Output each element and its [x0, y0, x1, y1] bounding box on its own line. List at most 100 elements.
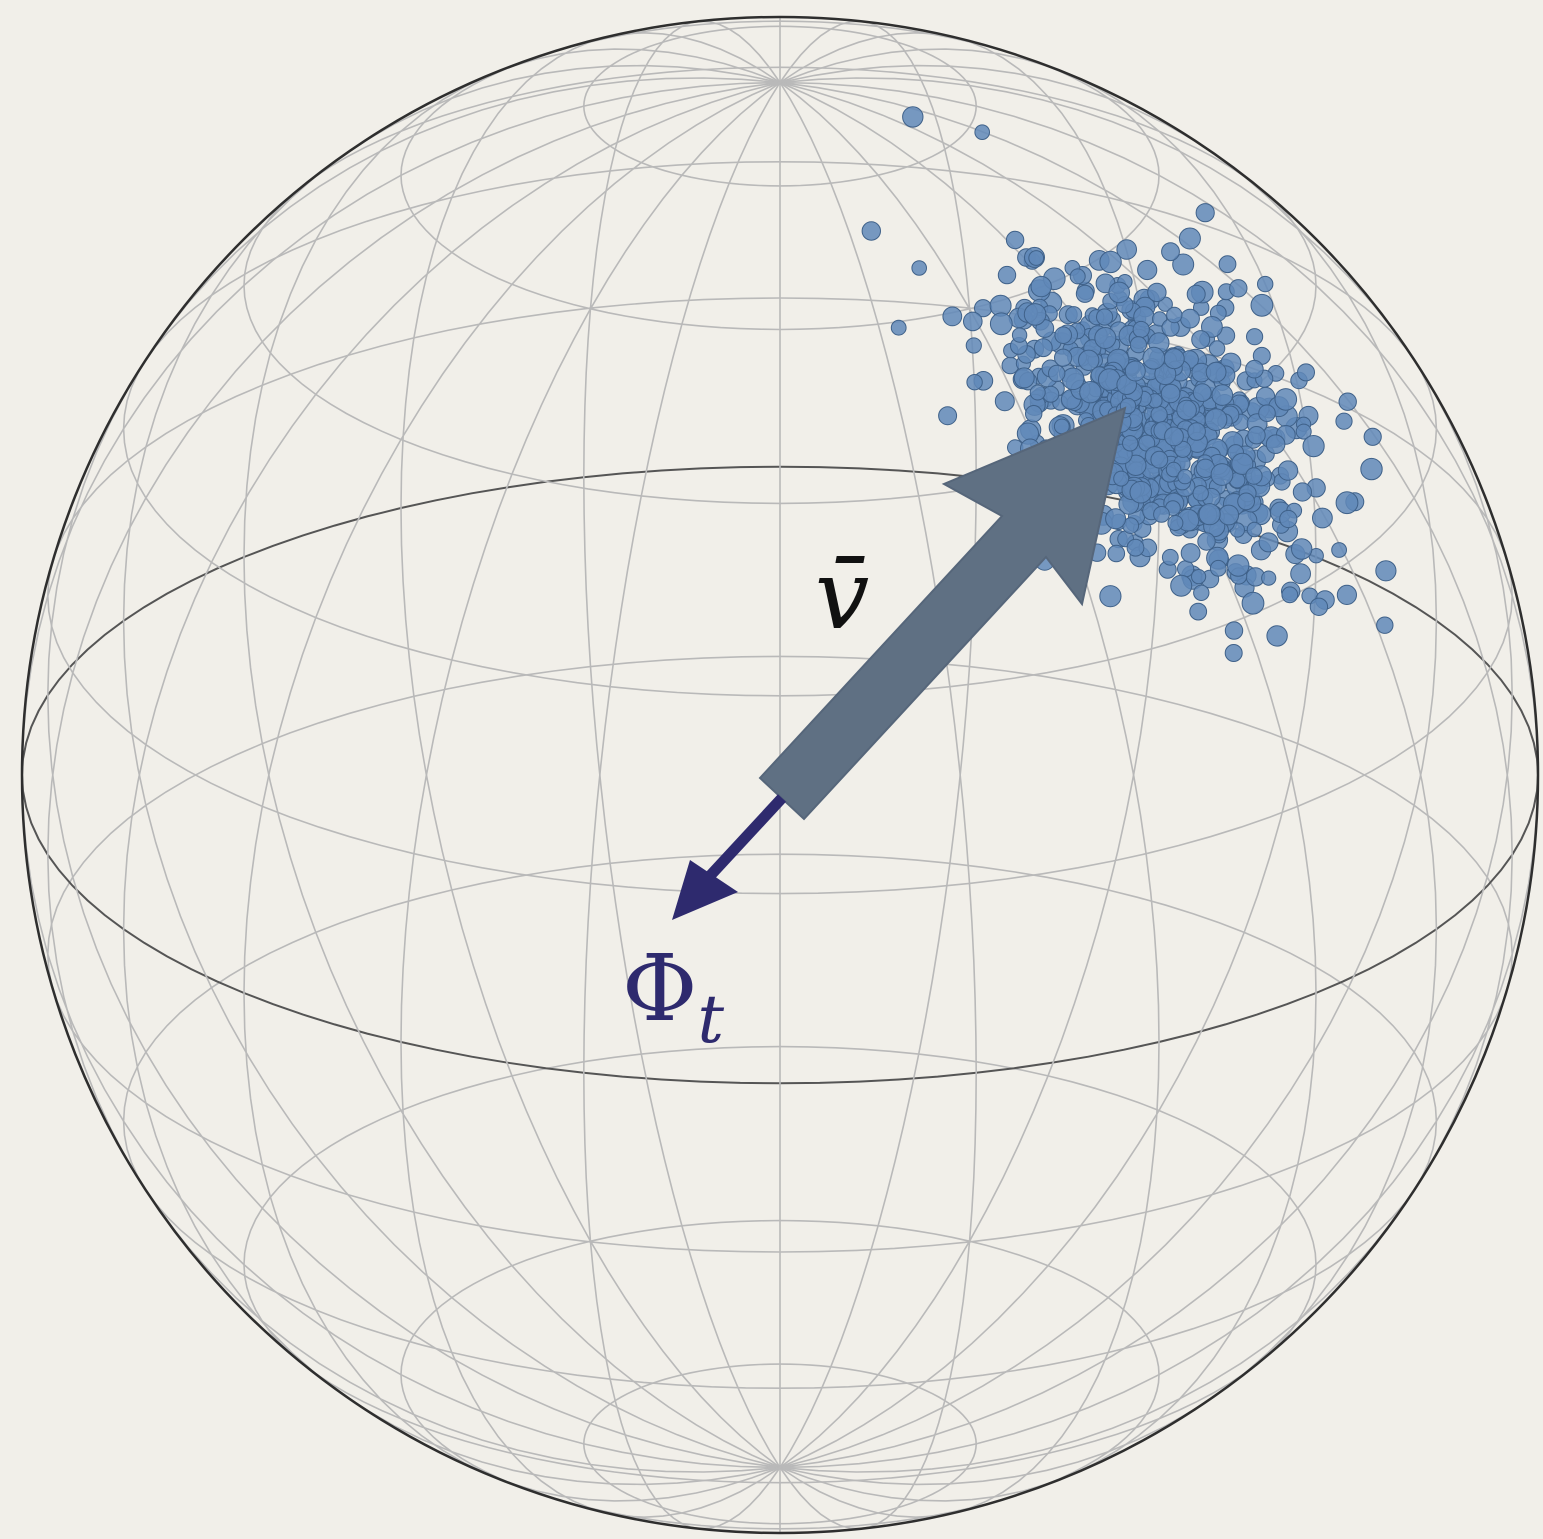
cloud-point [1309, 597, 1329, 616]
cloud-point [1029, 384, 1046, 401]
cloud-point [1125, 454, 1147, 476]
cloud-point [1164, 426, 1184, 447]
cloud-point [1209, 559, 1227, 577]
cloud-point [1192, 485, 1209, 502]
meridian-line [122, 64, 1438, 1486]
cloud-point [1231, 452, 1254, 475]
cloud-point [1197, 532, 1216, 551]
cloud-point [1302, 435, 1325, 458]
cloud-point [1291, 538, 1313, 560]
cloud-point [1166, 306, 1183, 324]
cloud-point [938, 406, 958, 426]
cloud-point [1195, 203, 1215, 223]
cloud-point [1174, 440, 1192, 458]
cloud-point [1178, 227, 1201, 250]
cloud-point [1161, 242, 1180, 262]
cloud-point [1152, 311, 1168, 327]
cloud-point [1292, 482, 1313, 502]
cloud-point [1028, 250, 1045, 266]
cloud-point [1189, 602, 1208, 621]
cloud-point [1290, 563, 1311, 585]
cloud-point [1180, 543, 1201, 563]
cloud-point [1241, 591, 1265, 615]
cloud-point [1025, 405, 1043, 423]
mean-arrow [758, 406, 1127, 821]
cloud-point [1375, 560, 1397, 582]
cloud-point [1180, 308, 1200, 329]
cloud-point [1160, 383, 1181, 404]
cloud-point [890, 319, 907, 336]
cloud-point [1099, 585, 1122, 608]
cloud-point [1211, 384, 1234, 406]
meridian-line [582, 20, 977, 1530]
cloud-point [1172, 253, 1195, 276]
cloud-point [997, 265, 1017, 285]
cloud-point [1376, 616, 1394, 634]
cloud-point [1335, 412, 1353, 430]
flow-arrow [672, 794, 787, 920]
cloud-point [1191, 330, 1211, 350]
cloud-point [1360, 457, 1383, 481]
cloud-point [1013, 367, 1035, 389]
flow-label-base: Φ [622, 935, 697, 1042]
cloud-point [1061, 367, 1085, 391]
cloud-point [1227, 554, 1250, 577]
cloud-point [1201, 316, 1223, 338]
cloud-point [1229, 279, 1248, 298]
cloud-point [1124, 360, 1146, 382]
meridian-line [582, 20, 977, 1530]
cloud-point [1257, 275, 1274, 293]
cloud-point [1198, 503, 1221, 526]
cloud-point [1147, 282, 1167, 303]
cloud-point [1246, 328, 1264, 346]
cloud-point [1048, 364, 1066, 383]
cloud-point [1281, 586, 1299, 604]
cloud-point [1099, 250, 1122, 274]
cloud-point [1191, 569, 1207, 585]
flow-label: Φt [622, 935, 724, 1058]
cloud-point [1266, 625, 1288, 647]
cloud-point [1261, 570, 1277, 586]
cloud-point [902, 106, 924, 128]
mean-vector-label: v̄ [815, 539, 869, 651]
cloud-point [1005, 230, 1025, 250]
cloud-point [1132, 320, 1150, 339]
cloud-point [1161, 548, 1179, 566]
cloud-point [966, 374, 983, 391]
cloud-point [1338, 392, 1357, 411]
cloud-point [1126, 538, 1145, 557]
cloud-point [1150, 450, 1169, 469]
cloud-point [1075, 284, 1095, 303]
cloud-point [1176, 399, 1197, 421]
cloud-point [1153, 506, 1170, 523]
cloud-point [1129, 480, 1153, 504]
cloud-point [1335, 491, 1359, 515]
meridian-line [46, 77, 1513, 1473]
cloud-point [1246, 521, 1263, 538]
cloud-point [1295, 423, 1312, 440]
cloud-point [1177, 468, 1193, 485]
cloud-point [1204, 408, 1228, 432]
cloud-point [1205, 361, 1227, 383]
cloud-point [1108, 281, 1130, 304]
cloud-point [1274, 388, 1298, 411]
cloud-point [1247, 426, 1266, 445]
cloud-point [994, 391, 1015, 412]
cloud-point [1245, 467, 1263, 485]
cloud-point [1218, 255, 1237, 274]
cloud-point [1336, 584, 1358, 606]
cloud-point [1150, 405, 1168, 423]
meridian-line [46, 77, 1513, 1473]
sphere-outline [20, 15, 1540, 1535]
cloud-point [1054, 348, 1073, 367]
cloud-point [1279, 509, 1298, 529]
cloud-point [942, 306, 963, 327]
mean-arrow-shape [758, 406, 1127, 821]
cloud-point [1113, 470, 1130, 487]
cloud-point [1033, 338, 1053, 358]
cloud-point [1023, 303, 1047, 326]
cloud-point [1065, 306, 1083, 324]
cloud-point [1054, 326, 1072, 345]
